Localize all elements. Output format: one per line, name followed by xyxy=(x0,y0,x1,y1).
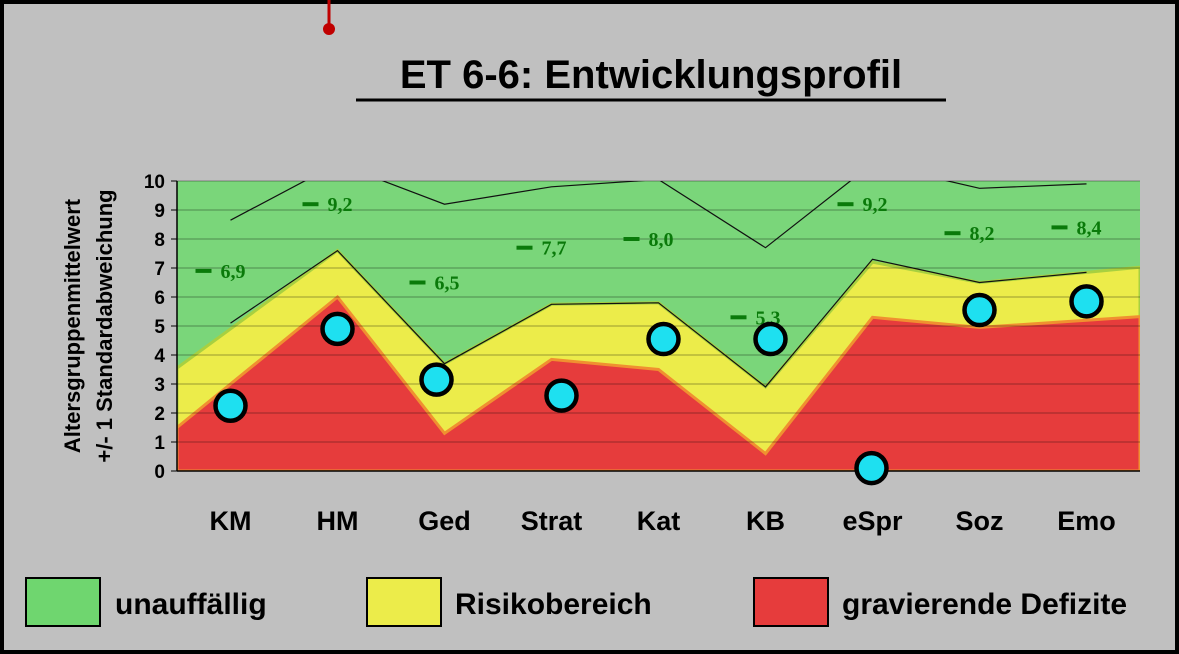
score-marker xyxy=(962,292,997,328)
lower-line xyxy=(230,249,1087,388)
score-marker xyxy=(646,321,681,357)
legend-swatch-yellow xyxy=(366,577,442,627)
x-tick-label: Strat xyxy=(521,506,583,536)
score-marker xyxy=(213,388,248,423)
y-tick-label: 10 xyxy=(144,172,165,193)
y-tick-label: 7 xyxy=(154,259,165,280)
y-tick-label: 5 xyxy=(154,317,165,338)
data-label: 8,4 xyxy=(1077,217,1102,239)
legend-swatch-green xyxy=(25,577,101,627)
data-label: 7,7 xyxy=(542,238,567,260)
score-marker xyxy=(320,311,355,347)
score-marker xyxy=(419,362,454,397)
score-marker xyxy=(1069,284,1104,319)
legend-label-unauffaellig: unauffällig xyxy=(115,588,267,621)
y-tick-label: 9 xyxy=(154,201,165,222)
data-label: 9,2 xyxy=(863,194,888,216)
y-tick-label: 2 xyxy=(154,404,165,425)
legend-label-defizite: gravierende Defizite xyxy=(842,588,1127,621)
plot-area: 0 1 2 3 4 5 6 7 8 9 10 KM HM Ged Strat Kat KB eSpr Soz Emo 6… xyxy=(144,172,1140,536)
score-marker xyxy=(544,378,579,413)
x-tick-label: Soz xyxy=(955,506,1003,536)
y-tick-label: 4 xyxy=(154,346,165,367)
y-tick-label: 6 xyxy=(154,288,165,309)
legend-swatch-red xyxy=(753,577,829,627)
chart-title: ET 6-6: Entwicklungsprofil xyxy=(400,53,902,97)
data-label: 8,2 xyxy=(970,223,995,245)
data-label: 9,2 xyxy=(328,194,353,216)
band-red xyxy=(177,294,1140,471)
legend: unauffällig Risikobereich gravierende De… xyxy=(25,577,1127,627)
data-label: 8,0 xyxy=(649,229,674,251)
x-tick-label: eSpr xyxy=(842,506,903,536)
data-label: 6,5 xyxy=(435,273,460,295)
pin-dot xyxy=(323,23,335,35)
data-label: 6,9 xyxy=(221,261,246,283)
x-tick-label: Ged xyxy=(418,506,471,536)
y-tick-label: 8 xyxy=(154,230,165,251)
x-tick-label: KM xyxy=(210,506,252,536)
y-tick-label: 3 xyxy=(154,375,165,396)
score-marker xyxy=(854,450,889,486)
x-tick-label: Emo xyxy=(1057,506,1116,536)
legend-label-risikobereich: Risikobereich xyxy=(455,588,652,621)
y-axis-label-2: +/- 1 Standardabweichung xyxy=(92,189,117,462)
x-tick-label: Kat xyxy=(637,506,681,536)
y-tick-label: 1 xyxy=(154,433,165,454)
x-tick-label: HM xyxy=(317,506,359,536)
y-tick-label: 0 xyxy=(154,462,165,483)
score-marker xyxy=(753,321,788,357)
x-tick-label: KB xyxy=(746,506,785,536)
y-axis-label-1: Altersgruppenmittelwert xyxy=(60,198,85,453)
